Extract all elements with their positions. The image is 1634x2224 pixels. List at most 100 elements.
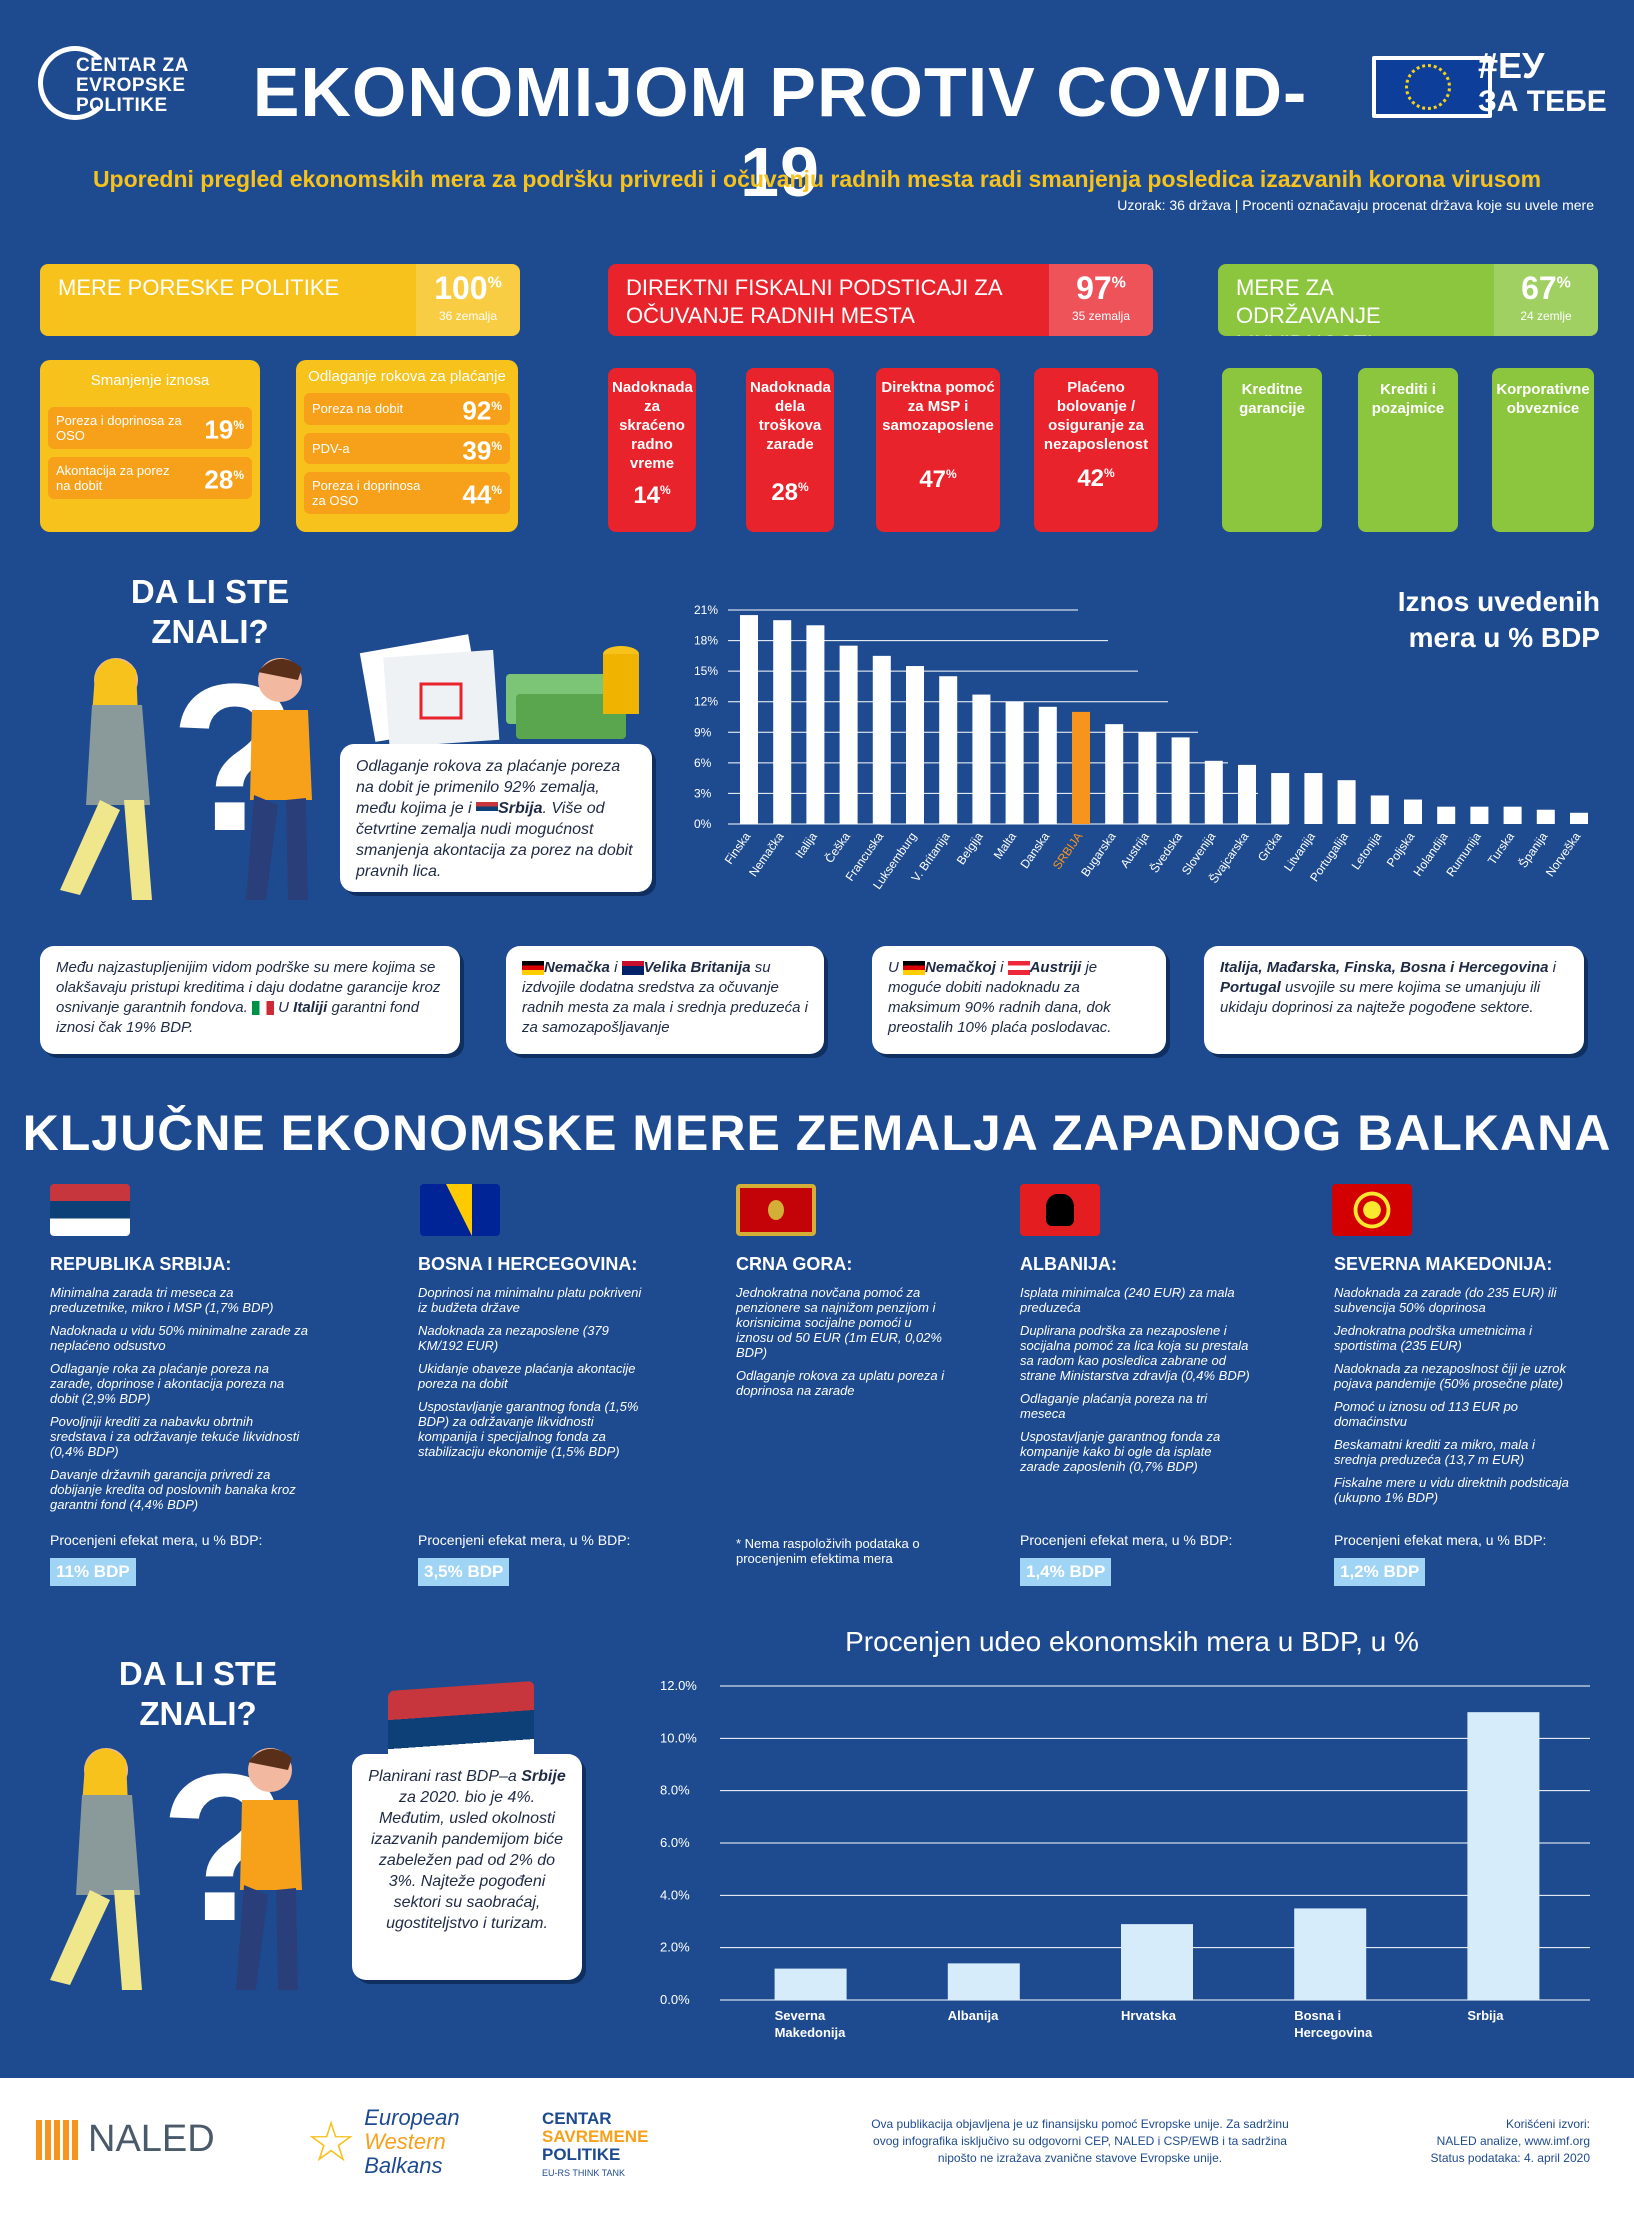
fiscal-card-1: Nadoknada za skraćeno radno vreme 14% [608,368,696,532]
bar [1038,706,1057,824]
germany-flag-icon [903,961,926,976]
sources: Korišćeni izvori: NALED analize, www.imf.… [1430,2117,1590,2165]
bar [947,1963,1020,2000]
fact-bubble-2: Nemačka i Velika Britanija su izdvojile … [506,946,824,1054]
liquidity-card-2: Krediti i pozajmice [1358,368,1458,532]
chart2-title: Procenjen udeo ekonomskih mera u BDP, u … [845,1626,1419,1657]
tax-defer-card: Odlaganje rokova za plaćanje Poreza na d… [296,360,518,532]
liquidity-card-1: Kreditne garancije [1222,368,1322,532]
germany-flag-icon [522,961,544,976]
people-question-illustration: ? [60,640,312,900]
y-tick-label: 10.0% [660,1730,697,1745]
x-tick-label: Turska [1485,829,1517,867]
balkans-gdp-chart: 0.0% 2.0% 4.0% 6.0% 8.0% 10.0% 12.0% Severna Mak… [660,1678,1590,2040]
x-tick-label: Danska [1017,829,1052,871]
x-tick-label: Srbija [1467,2008,1504,2023]
x-tick-label: Poljska [1384,829,1418,869]
bar [774,1968,847,2000]
ewb-logo: ☆ European Western Balkans [306,2105,460,2178]
balkans-col-albania: ALBANIJA: Isplata minimalca (240 EUR) za… [1020,1254,1250,1474]
effect-montenegro: * Nema raspoloživih podataka o procenjen… [736,1536,920,1566]
cep-logo: CENTAR ZA EVROPSKE POLITIKE [38,42,218,126]
x-tick-label: Hrvatska [1121,2008,1177,2023]
bar [773,620,792,824]
effect-albania: Procenjeni efekat mera, u % BDP: 1,4% BDP [1020,1532,1232,1586]
y-tick-label: 6.0% [660,1835,690,1850]
y-tick-label: 3% [694,786,712,800]
bar [1238,764,1256,824]
documents-money-illustration [359,634,639,748]
x-tick-label: Makedonija [775,2025,847,2040]
did-you-know-heading: DA LI STE ZNALI? [130,573,290,650]
effect-north-macedonia: Procenjeni efekat mera, u % BDP: 1,2% BDP [1334,1532,1546,1586]
bar [1171,737,1190,824]
x-tick-label: Severna [775,2008,826,2023]
x-tick-label: Grčka [1255,829,1285,864]
bar [1304,773,1323,824]
balkans-col-serbia: REPUBLIKA SRBIJA: Minimalna zarada tri m… [50,1254,308,1512]
subtitle: Uporedni pregled ekonomskih mera za podr… [92,166,1542,192]
liquidity-card-3: Korporativne obveznice [1492,368,1594,532]
y-tick-label: 21% [694,603,718,617]
category-tax: MERE PORESKE POLITIKE 100% 36 zemalja [40,264,520,336]
balkans-col-north-macedonia: SEVERNA MAKEDONIJA: Nadoknada za zarade … [1334,1254,1569,1505]
fiscal-card-4: Plaćeno bolovanje / osiguranje za nezapo… [1034,368,1158,532]
bar [872,655,891,824]
effect-serbia: Procenjeni efekat mera, u % BDP: 11% BDP [50,1532,262,1586]
x-tick-label: Italija [792,829,820,860]
chart1-title: Iznos uvedenih mera u % BDP [1397,586,1600,653]
y-tick-label: 8.0% [660,1783,690,1798]
x-tick-label: Austrija [1117,829,1152,870]
x-tick-label: Letonija [1349,829,1385,872]
effect-bih: Procenjeni efekat mera, u % BDP: 3,5% BDP [418,1532,630,1586]
fiscal-card-3: Direktna pomoć za MSP i samozaposlene 47% [876,368,1000,532]
bar [1138,732,1157,824]
y-tick-label: 6% [694,756,712,770]
bar [740,615,758,824]
tax-reduce-card: Smanjenje iznosa Poreza i doprinosa za O… [40,360,260,532]
x-tick-label: Bosna i [1294,2008,1341,2023]
bar [1404,799,1422,824]
naled-logo: NALED [36,2118,215,2161]
eu-disclaimer: Ova publikacija objavljena je uz finansi… [871,2117,1289,2165]
fiscal-card-2: Nadoknada dela troškova zarade 28% [746,368,834,532]
y-tick-label: 18% [694,634,718,648]
eu-tag: #ЕУ ЗА ТЕБЕ [1478,45,1607,119]
fact-bubble-3: U Nemačkoj i Austriji je moguće dobiti n… [872,946,1166,1054]
serbia-flag-icon [50,1184,130,1236]
did-you-know-heading-2: DA LI STE ZNALI? [118,1655,278,1732]
x-tick-label: Češka [821,829,853,866]
eu-flag-icon [1372,56,1492,118]
y-tick-label: 2.0% [660,1940,690,1955]
bar [1271,773,1290,824]
did-you-know-bubble-2: Planirani rast BDP–a Srbije za 2020. bio… [352,1754,582,1980]
albania-flag-icon [1020,1184,1100,1236]
bar [1005,701,1024,824]
fact-bubble-4: Italija, Mađarska, Finska, Bosna i Herce… [1204,946,1584,1054]
bar [1536,809,1555,824]
uk-flag-icon [621,961,644,976]
page-title: EKONOMIJOM PROTIV COVID-19 [252,53,1308,211]
austria-flag-icon [1007,961,1030,976]
bar [1105,724,1124,824]
did-you-know-bubble: Odlaganje rokova za plaćanje poreza na d… [340,744,652,892]
balkans-col-montenegro: CRNA GORA: Jednokratna novčana pomoć za … [736,1254,945,1398]
bar [906,666,924,824]
x-tick-label: Španija [1515,829,1550,871]
naled-mark-icon [36,2119,80,2160]
bar [1204,760,1223,824]
bih-flag-icon [420,1184,500,1236]
bar [1467,1712,1540,2000]
north-macedonia-flag-icon [1332,1184,1412,1236]
bar [1470,806,1489,824]
y-tick-label: 4.0% [660,1887,690,1902]
x-tick-label: SRBIJA [1050,830,1086,872]
montenegro-flag-icon [736,1184,816,1236]
fact-bubble-1: Među najzastupljenijim vidom podrške su … [40,946,460,1054]
x-tick-label: Malta [991,829,1019,861]
y-tick-label: 15% [694,664,718,678]
y-tick-label: 0% [694,817,712,831]
bar [939,676,958,824]
serbia-flag-icon [476,801,499,816]
category-fiscal: DIREKTNI FISKALNI PODSTICAJI ZA OČUVANJE… [608,264,1153,336]
